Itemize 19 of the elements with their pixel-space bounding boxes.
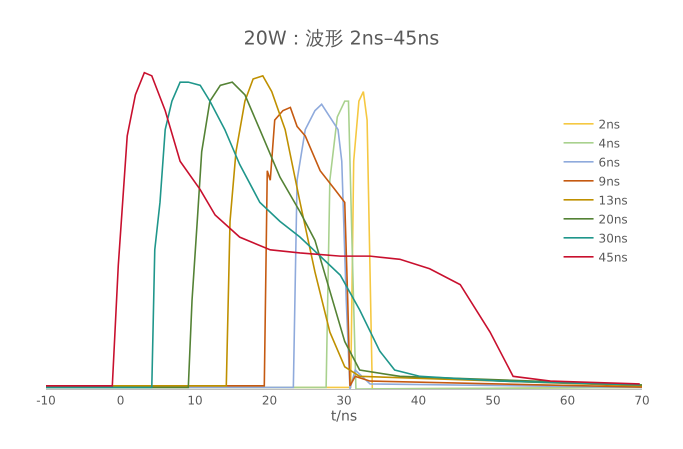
x-tick-label: 60	[560, 393, 576, 408]
x-tick-label: 10	[187, 393, 203, 408]
x-tick-label: 70	[634, 393, 650, 408]
legend-label: 4ns	[598, 136, 620, 151]
legend-label: 2ns	[598, 118, 620, 132]
chart-title: 20W：波形 2ns–45ns	[244, 28, 440, 50]
legend-label: 9ns	[598, 174, 620, 189]
x-tick-label: 20	[262, 393, 278, 408]
legend-label: 30ns	[598, 232, 628, 246]
legend-label: 6ns	[598, 156, 620, 170]
x-tick-label: 0	[116, 393, 124, 408]
x-tick-label: -10	[36, 393, 56, 408]
x-tick-label: 40	[410, 393, 426, 408]
legend-label: 20ns	[598, 212, 628, 227]
legend-label: 45ns	[598, 250, 628, 265]
x-axis-title: t/ns	[330, 408, 358, 425]
x-tick-label: 50	[485, 393, 501, 408]
legend-label: 13ns	[598, 194, 628, 208]
x-tick-label: 30	[336, 393, 352, 408]
